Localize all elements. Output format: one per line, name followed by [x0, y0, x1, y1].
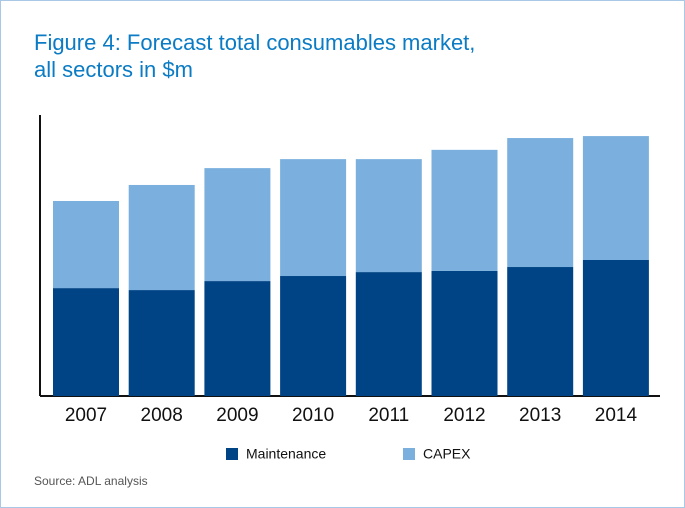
bar-segment	[280, 276, 347, 396]
bar-segment	[582, 136, 649, 260]
bar-segment	[431, 149, 498, 271]
source: Source: ADL analysis	[34, 474, 148, 488]
bar-segment	[431, 270, 498, 396]
x-tick-label: 2011	[368, 405, 409, 426]
bar-segment	[582, 259, 649, 396]
legend-swatch	[226, 448, 238, 460]
legend-label: CAPEX	[423, 446, 471, 462]
x-tick-label: 2009	[216, 405, 258, 426]
x-tick-label: 2014	[595, 405, 638, 426]
bar-segment	[53, 288, 119, 396]
bar-segment	[355, 159, 422, 273]
x-tick-label: 2012	[443, 405, 485, 426]
bar-segment	[204, 168, 271, 282]
legend-swatch	[403, 448, 415, 460]
bar-segment	[128, 290, 195, 396]
bar-segment	[204, 281, 271, 396]
bar-segment	[507, 267, 574, 396]
bar-segment	[355, 272, 422, 396]
chart-title: Figure 4: Forecast total consumables mar…	[34, 30, 475, 55]
x-tick-label: 2010	[292, 405, 334, 426]
bar-segment	[280, 159, 347, 277]
legend-label: Maintenance	[246, 446, 326, 462]
x-tick-label: 2008	[141, 405, 183, 426]
x-tick-label: 2007	[65, 405, 107, 426]
chart-subtitle: all sectors in $m	[34, 57, 193, 82]
bar-segment	[128, 184, 195, 291]
bar-segment	[53, 200, 119, 289]
bar-segment	[507, 138, 574, 268]
x-tick-label: 2013	[519, 405, 561, 426]
